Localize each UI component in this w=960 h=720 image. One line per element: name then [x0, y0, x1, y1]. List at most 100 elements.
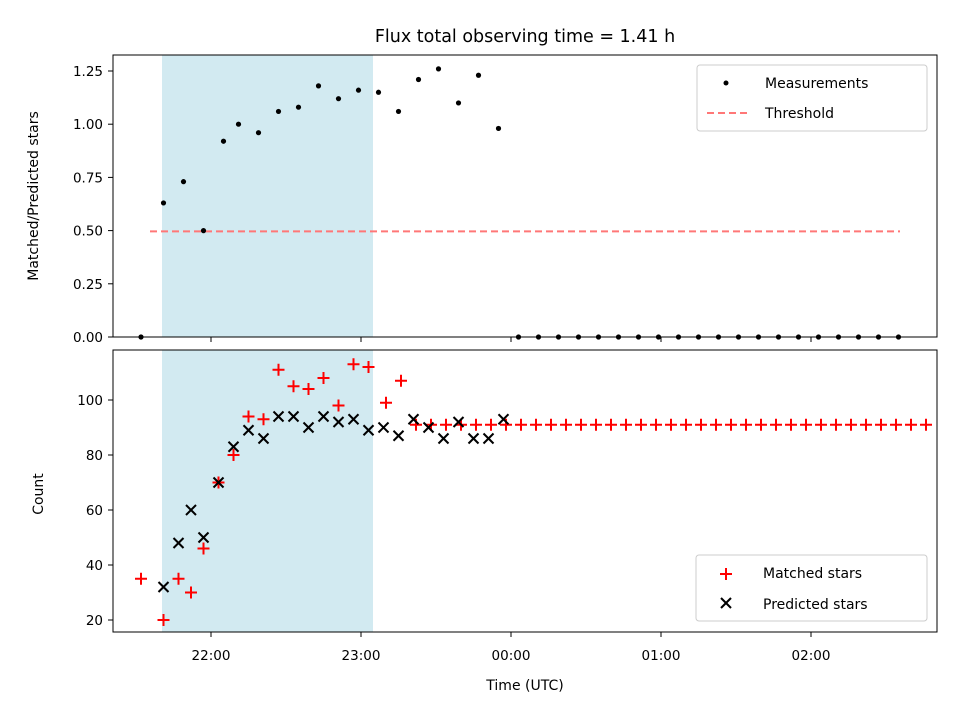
predicted-star-point [317, 410, 330, 423]
legend-measurements-marker [723, 80, 729, 86]
predicted-star-point [392, 430, 405, 442]
bottom-matched-points [135, 358, 932, 626]
predicted-star-point [172, 537, 185, 549]
matched-star-point [665, 418, 677, 431]
measurement-point [355, 87, 362, 93]
matched-star-point [257, 413, 270, 426]
predicted-star-point [157, 581, 170, 593]
measurement-point [160, 200, 167, 206]
matched-star-point [287, 380, 300, 393]
top-legend: Measurements Threshold [696, 64, 928, 132]
matched-star-point [362, 361, 375, 373]
top-ytick-label: 0.50 [73, 224, 103, 240]
top-ylabel: Matched/Predicted stars [26, 111, 42, 281]
top-title: Flux total observing time = 1.41 h [375, 27, 675, 47]
predicted-star-point [482, 432, 495, 445]
predicted-star-point [407, 413, 420, 425]
predicted-star-point [347, 413, 360, 425]
matched-star-point [860, 418, 872, 431]
measurement-point [220, 138, 227, 144]
matched-star-point [785, 418, 797, 431]
matched-star-point [890, 418, 902, 431]
matched-star-point [242, 410, 255, 423]
predicted-star-point [197, 531, 210, 544]
matched-star-point [740, 418, 752, 431]
measurement-point [335, 96, 342, 102]
legend-measurements-label: Measurements [765, 76, 868, 92]
bottom-xtick-label: 23:00 [342, 648, 381, 664]
measurement-point [315, 83, 322, 89]
top-yticks: 0.00 0.25 0.50 0.75 1.00 1.25 [73, 64, 113, 346]
measurement-point [475, 72, 482, 78]
matched-star-point [920, 418, 932, 431]
bottom-xtick-label: 00:00 [492, 648, 531, 664]
matched-star-point [800, 418, 812, 431]
matched-star-point [590, 418, 602, 431]
matched-star-point [347, 358, 360, 371]
legend-threshold-label: Threshold [764, 106, 834, 122]
bottom-xticks: 22:00 23:00 00:00 01:00 02:00 [192, 632, 831, 664]
top-axes: 0.00 0.25 0.50 0.75 1.00 1.25 Flux total obse… [26, 27, 938, 346]
predicted-star-point [437, 432, 450, 445]
measurement-point [200, 228, 207, 234]
predicted-star-point [227, 441, 240, 453]
top-ytick-label: 0.00 [73, 330, 103, 346]
predicted-star-point [272, 410, 285, 423]
measurement-point [295, 104, 302, 110]
matched-star-point [635, 418, 647, 431]
bottom-ytick-label: 60 [86, 503, 103, 519]
bottom-ytick-label: 20 [86, 613, 103, 629]
bottom-observing-window [162, 350, 373, 632]
top-axes-frame [112, 54, 938, 338]
matched-star-point [197, 542, 210, 555]
bottom-xlabel: Time (UTC) [485, 678, 563, 694]
matched-star-point [815, 418, 827, 431]
bottom-axes-frame [112, 349, 938, 633]
matched-star-point [172, 572, 185, 585]
predicted-star-point [467, 432, 480, 445]
matched-star-point [845, 418, 857, 431]
matched-star-point [620, 418, 632, 431]
legend-matched-label: Matched stars [763, 566, 862, 582]
legend-matched-marker [720, 568, 732, 580]
predicted-star-point [257, 432, 270, 445]
matched-star-point [755, 418, 767, 431]
matched-star-point [515, 418, 527, 431]
predicted-star-point [302, 421, 315, 434]
top-xticks [210, 337, 812, 342]
predicted-star-point [332, 416, 345, 428]
top-ytick-label: 1.25 [73, 64, 103, 80]
bottom-yticks: 20 40 60 80 100 [77, 393, 113, 629]
predicted-star-point [362, 424, 375, 436]
matched-star-point [875, 418, 887, 431]
matched-star-point [380, 396, 392, 409]
matched-star-point [185, 586, 197, 599]
matched-star-point [605, 418, 617, 431]
matched-star-point [440, 418, 452, 431]
predicted-star-point [497, 413, 510, 425]
bottom-predicted-points [157, 410, 510, 593]
matched-star-point [530, 418, 542, 431]
measurement-point [255, 130, 262, 136]
measurement-point [235, 121, 242, 127]
matched-star-point [227, 449, 240, 461]
predicted-star-point [185, 504, 197, 516]
measurement-point [275, 108, 282, 115]
matched-star-point [332, 399, 345, 412]
top-legend-box [696, 64, 928, 132]
measurement-point [180, 179, 187, 185]
predicted-star-point [212, 476, 225, 489]
bottom-xtick-label: 02:00 [792, 648, 831, 664]
top-ytick-label: 0.25 [73, 277, 103, 293]
matched-star-point [695, 418, 707, 431]
matched-star-point [302, 383, 315, 395]
matched-star-point [272, 363, 285, 376]
bottom-ylabel: Count [31, 473, 47, 515]
legend-predicted-label: Predicted stars [763, 597, 868, 613]
measurement-point [435, 66, 442, 72]
matched-star-point [770, 418, 782, 431]
matched-star-point [545, 418, 557, 431]
matched-star-point [485, 418, 497, 431]
predicted-star-point [422, 421, 435, 434]
